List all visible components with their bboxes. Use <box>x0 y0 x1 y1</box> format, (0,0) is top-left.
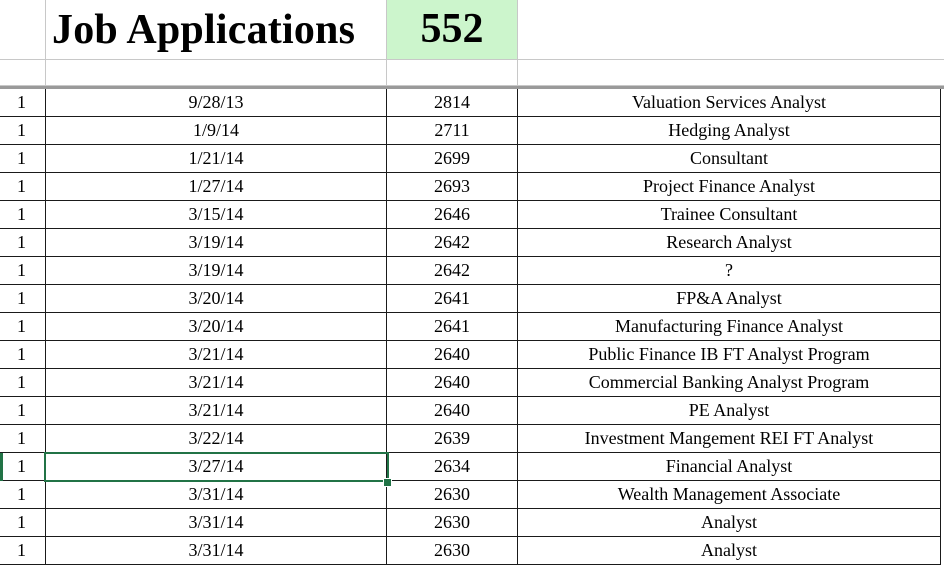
job-title-cell[interactable]: Public Finance IB FT Analyst Program <box>518 341 941 369</box>
flag-cell[interactable]: 1 <box>0 173 46 201</box>
table-row: 1 1/9/14 2711 Hedging Analyst <box>0 117 944 145</box>
flag-cell[interactable]: 1 <box>0 397 46 425</box>
table-row: 1 3/31/14 2630 Analyst <box>0 509 944 537</box>
table-row: 1 3/31/14 2630 Analyst <box>0 537 944 565</box>
table-row: 1 3/21/14 2640 Commercial Banking Analyst P… <box>0 369 944 397</box>
number-cell[interactable]: 2640 <box>387 341 518 369</box>
date-cell[interactable]: 1/9/14 <box>46 117 387 145</box>
job-title-cell[interactable]: Investment Mangement REI FT Analyst <box>518 425 941 453</box>
flag-cell[interactable]: 1 <box>0 201 46 229</box>
job-title-cell[interactable]: Analyst <box>518 537 941 565</box>
job-title-cell[interactable]: FP&A Analyst <box>518 285 941 313</box>
flag-cell[interactable]: 1 <box>0 313 46 341</box>
date-cell[interactable]: 3/21/14 <box>46 341 387 369</box>
flag-cell[interactable]: 1 <box>0 453 46 481</box>
job-title-cell[interactable]: Valuation Services Analyst <box>518 89 941 117</box>
job-title-cell[interactable]: Analyst <box>518 509 941 537</box>
spacer-cell[interactable] <box>0 60 46 86</box>
sheet-title-cell[interactable]: Job Applications <box>46 0 387 60</box>
number-cell[interactable]: 2640 <box>387 369 518 397</box>
header-empty-cell[interactable] <box>0 0 46 60</box>
job-title-cell[interactable]: Consultant <box>518 145 941 173</box>
flag-cell[interactable]: 1 <box>0 481 46 509</box>
flag-cell[interactable]: 1 <box>0 425 46 453</box>
flag-cell[interactable]: 1 <box>0 117 46 145</box>
date-cell[interactable]: 3/19/14 <box>46 229 387 257</box>
table-row: 1 3/22/14 2639 Investment Mangement REI FT … <box>0 425 944 453</box>
header-blank-cell[interactable] <box>518 0 944 60</box>
flag-cell[interactable]: 1 <box>0 229 46 257</box>
spacer-cell[interactable] <box>387 60 518 86</box>
number-cell[interactable]: 2630 <box>387 537 518 565</box>
job-title-cell[interactable]: Wealth Management Associate <box>518 481 941 509</box>
date-cell[interactable]: 3/19/14 <box>46 257 387 285</box>
flag-cell[interactable]: 1 <box>0 509 46 537</box>
date-cell[interactable]: 3/22/14 <box>46 425 387 453</box>
number-cell[interactable]: 2641 <box>387 285 518 313</box>
table-row: 1 3/27/14 2634 Financial Analyst <box>0 453 944 481</box>
application-count-cell[interactable]: 552 <box>387 0 518 60</box>
date-cell[interactable]: 3/20/14 <box>46 285 387 313</box>
number-cell[interactable]: 2699 <box>387 145 518 173</box>
job-title-cell[interactable]: Trainee Consultant <box>518 201 941 229</box>
table-row: 1 3/19/14 2642? <box>0 257 944 285</box>
date-cell[interactable]: 3/20/14 <box>46 313 387 341</box>
flag-cell[interactable]: 1 <box>0 257 46 285</box>
number-cell[interactable]: 2642 <box>387 257 518 285</box>
number-cell[interactable]: 2642 <box>387 229 518 257</box>
table-row: 1 1/21/14 2699 Consultant <box>0 145 944 173</box>
frozen-pane-divider <box>0 86 944 89</box>
date-cell[interactable]: 3/31/14 <box>46 481 387 509</box>
job-title-cell[interactable]: Manufacturing Finance Analyst <box>518 313 941 341</box>
flag-cell[interactable]: 1 <box>0 145 46 173</box>
number-cell[interactable]: 2641 <box>387 313 518 341</box>
date-cell[interactable]: 3/15/14 <box>46 201 387 229</box>
date-cell[interactable]: 1/21/14 <box>46 145 387 173</box>
flag-cell[interactable]: 1 <box>0 537 46 565</box>
flag-cell[interactable]: 1 <box>0 369 46 397</box>
date-cell[interactable]: 3/31/14 <box>46 537 387 565</box>
date-cell[interactable]: 3/21/14 <box>46 369 387 397</box>
number-cell[interactable]: 2646 <box>387 201 518 229</box>
date-cell[interactable]: 3/31/14 <box>46 509 387 537</box>
date-cell[interactable]: 3/21/14 <box>46 397 387 425</box>
table-row: 1 1/27/14 2693 Project Finance Analyst <box>0 173 944 201</box>
job-title-cell[interactable]: Project Finance Analyst <box>518 173 941 201</box>
number-cell[interactable]: 2639 <box>387 425 518 453</box>
job-title-cell[interactable]: PE Analyst <box>518 397 941 425</box>
flag-cell[interactable]: 1 <box>0 285 46 313</box>
table-row: 1 3/31/14 2630 Wealth Management Associate <box>0 481 944 509</box>
number-cell[interactable]: 2814 <box>387 89 518 117</box>
number-cell[interactable]: 2634 <box>387 453 518 481</box>
number-cell[interactable]: 2711 <box>387 117 518 145</box>
date-cell[interactable]: 1/27/14 <box>46 173 387 201</box>
date-cell[interactable]: 9/28/13 <box>46 89 387 117</box>
job-title-cell[interactable]: Financial Analyst <box>518 453 941 481</box>
number-cell[interactable]: 2630 <box>387 509 518 537</box>
job-title-cell[interactable]: Research Analyst <box>518 229 941 257</box>
job-title-cell[interactable]: Commercial Banking Analyst Program <box>518 369 941 397</box>
table-row: 1 3/19/14 2642 Research Analyst <box>0 229 944 257</box>
spacer-cell[interactable] <box>518 60 944 86</box>
active-row-indicator <box>0 453 3 481</box>
table-row: 1 3/21/14 2640 Public Finance IB FT Analyst… <box>0 341 944 369</box>
fill-handle[interactable] <box>383 478 392 487</box>
table-row: 1 3/20/14 2641 FP&A Analyst <box>0 285 944 313</box>
table-row: 1 9/28/13 2814 Valuation Services Analyst <box>0 89 944 117</box>
number-cell[interactable]: 2630 <box>387 481 518 509</box>
job-title-cell[interactable]: Hedging Analyst <box>518 117 941 145</box>
job-title-cell[interactable]: ? <box>518 257 941 285</box>
number-cell[interactable]: 2640 <box>387 397 518 425</box>
flag-cell[interactable]: 1 <box>0 89 46 117</box>
table-row: 1 3/21/14 2640 PE Analyst <box>0 397 944 425</box>
table-row: 1 3/15/14 2646 Trainee Consultant <box>0 201 944 229</box>
number-cell[interactable]: 2693 <box>387 173 518 201</box>
date-cell[interactable]: 3/27/14 <box>46 453 387 481</box>
table-row: 1 3/20/14 2641 Manufacturing Finance Analys… <box>0 313 944 341</box>
spacer-cell[interactable] <box>46 60 387 86</box>
flag-cell[interactable]: 1 <box>0 341 46 369</box>
